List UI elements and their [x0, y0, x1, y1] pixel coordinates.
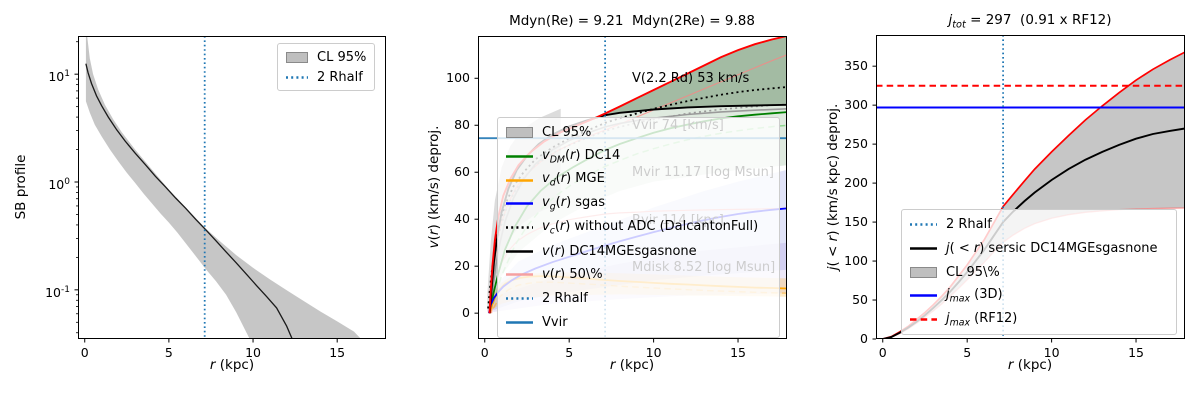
legend-label: Vvir: [542, 314, 568, 330]
cl95-band: [85, 36, 362, 339]
legend-label: CL 95%: [317, 49, 367, 65]
legend-label: j( < r) sersic DC14MGEsgasnone: [946, 241, 1158, 257]
two-rhalf-key: [910, 218, 937, 231]
j-sersic-key: [910, 242, 937, 255]
y-tick-label: 80: [454, 117, 470, 133]
x-tick-label: 15: [730, 345, 746, 360]
y-axis-label: v(r) (km/s) deproj.: [426, 125, 442, 249]
legend-label: jmax (3D): [946, 287, 1003, 305]
legend-item: Vvir: [506, 311, 771, 335]
x-tick-label: 0: [80, 345, 89, 360]
sb-profile-plot: [74, 36, 386, 343]
legend-label: vc(r) without ADC (DalcantonFull): [542, 218, 759, 237]
annotation-line: V(2.2 Rd) 53 km/s: [632, 70, 750, 86]
y-tick-label: 200: [844, 175, 868, 191]
legend-label: v(r) DC14MGEsgasnone: [542, 243, 697, 259]
v-bestfit-key: [506, 245, 533, 258]
y-tick-label: 40: [454, 211, 470, 227]
two-rhalf-key: [506, 292, 533, 305]
x-tick-label: 15: [329, 345, 346, 360]
y-tick-label: 250: [844, 136, 868, 152]
x-axis-label: r (kpc): [609, 357, 655, 373]
cl95-patch-key: [910, 266, 937, 279]
velocity-profile-legend: CL 95% vDM(r) DC14 vd(r) MGE vg(r) sgas …: [497, 117, 780, 339]
vg-line-key: [506, 197, 533, 210]
vc-dotted-key: [506, 221, 533, 234]
legend-item: vd(r) MGE: [506, 168, 771, 192]
sb-profile-legend: CL 95% 2 Rhalf: [277, 43, 376, 91]
y-tick-label: 10-1: [45, 284, 70, 300]
cl95-patch-key: [286, 51, 308, 64]
legend-item: vDM(r) DC14: [506, 145, 771, 169]
legend-item: v(r) 50\%: [506, 263, 771, 287]
jmax-rf12-key: [910, 313, 937, 326]
legend-item: 2 Rhalf: [506, 287, 771, 311]
x-tick-label: 0: [878, 345, 887, 360]
y-tick-label: 0: [462, 305, 470, 321]
legend-label: vg(r) sgas: [542, 195, 606, 213]
legend-item: jmax (RF12): [910, 308, 1168, 332]
vd-line-key: [506, 174, 533, 187]
legend-label: 2 Rhalf: [542, 291, 588, 307]
legend-label: vDM(r) DC14: [542, 147, 621, 166]
dm-cl-dark-fill: [601, 36, 787, 116]
velocity-plot-title: Mdyn(Re) = 9.21 Mdyn(2Re) = 9.88: [509, 13, 755, 29]
legend-item: CL 95\%: [910, 260, 1168, 284]
y-tick-label: 150: [844, 214, 868, 230]
x-tick-label: 5: [164, 345, 173, 360]
legend-item: 2 Rhalf: [910, 213, 1168, 237]
vvir-line-key: [506, 316, 533, 329]
legend-item: vg(r) sgas: [506, 192, 771, 216]
y-tick-label: 60: [454, 164, 470, 180]
legend-item: j( < r) sersic DC14MGEsgasnone: [910, 237, 1168, 261]
legend-label: v(r) 50\%: [542, 267, 603, 283]
legend-label: CL 95%: [542, 125, 592, 141]
legend-item: jmax (3D): [910, 284, 1168, 308]
legend-label: CL 95\%: [946, 264, 1000, 280]
legend-label: 2 Rhalf: [317, 69, 363, 85]
angular-momentum-plot-title: jtot = 297 (0.91 x RF12): [948, 12, 1112, 31]
y-axis-label: SB profile: [13, 154, 29, 220]
y-tick-label: 100: [844, 253, 868, 269]
legend-label: 2 Rhalf: [946, 217, 992, 233]
legend-label: jmax (RF12): [946, 310, 1018, 329]
y-tick-label: 350: [844, 58, 868, 74]
jmax-3d-key: [910, 289, 937, 302]
two-rhalf-key: [286, 71, 308, 84]
x-axis-label: r (kpc): [1007, 357, 1053, 373]
legend-item: CL 95%: [286, 47, 366, 67]
x-tick-label: 0: [480, 345, 489, 360]
x-tick-label: 5: [963, 345, 972, 360]
legend-item: vc(r) without ADC (DalcantonFull): [506, 216, 771, 240]
y-tick-label: 101: [48, 69, 70, 85]
angular-momentum-legend: 2 Rhalf j( < r) sersic DC14MGEsgasnone C…: [901, 209, 1177, 336]
v50-line-key: [506, 268, 533, 281]
x-axis-label: r (kpc): [209, 357, 255, 373]
legend-item: CL 95%: [506, 121, 771, 145]
x-tick-label: 15: [1128, 345, 1144, 360]
legend-item: 2 Rhalf: [286, 67, 366, 87]
y-tick-label: 0: [860, 331, 868, 346]
legend-item: v(r) DC14MGEsgasnone: [506, 239, 771, 263]
y-tick-label: 100: [446, 70, 470, 86]
y-tick-label: 300: [844, 97, 868, 113]
y-tick-label: 50: [852, 292, 868, 308]
sb-median: [85, 63, 293, 339]
y-axis-label: j( < r) (km/s kpc) deproj.: [825, 103, 841, 271]
y-tick-label: 20: [454, 258, 470, 274]
legend-label: vd(r) MGE: [542, 171, 605, 190]
vdm-line-key: [506, 150, 533, 163]
j-cl-band: [882, 52, 1185, 339]
x-tick-label: 5: [565, 345, 574, 360]
cl95-patch-key: [506, 126, 533, 139]
